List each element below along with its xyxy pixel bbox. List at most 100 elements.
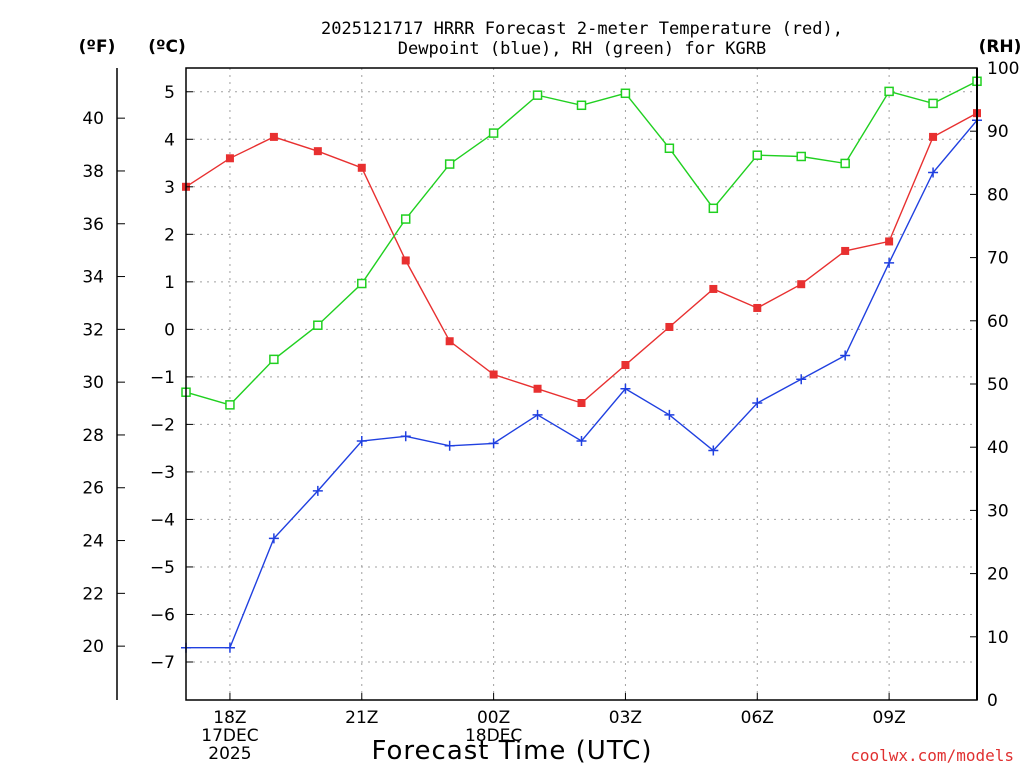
temperature-point xyxy=(401,256,410,265)
temperature-point xyxy=(357,163,366,172)
plot-frame xyxy=(185,67,978,701)
rh-point xyxy=(444,159,455,169)
x-tick-label: 21Z xyxy=(345,708,378,728)
dewpoint-point xyxy=(488,438,499,449)
celsius-tick-label: −2 xyxy=(150,415,175,435)
chart-title: 2025121717 HRRR Forecast 2-meter Tempera… xyxy=(321,19,843,39)
rh-tick-label: 80 xyxy=(987,185,1009,205)
temperature-point xyxy=(269,132,278,141)
rh-unit-label: (RH) xyxy=(979,37,1022,57)
dewpoint-point xyxy=(752,398,763,409)
x-tick-label: 18DEC xyxy=(465,726,522,746)
temperature-point xyxy=(841,246,850,255)
dewpoint-point xyxy=(312,485,323,496)
rh-point xyxy=(576,100,587,111)
celsius-tick-label: −3 xyxy=(150,463,175,483)
fahrenheit-tick-label: 36 xyxy=(82,215,104,235)
rh-tick-label: 40 xyxy=(987,438,1009,458)
fahrenheit-tick-label: 40 xyxy=(82,109,104,129)
celsius-tick-label: −5 xyxy=(150,558,175,578)
rh-tick-label: 100 xyxy=(987,59,1019,79)
rh-point xyxy=(752,150,763,160)
axes-layer: 2022242628303234363840−7−6−5−4−3−2−10123… xyxy=(82,59,1019,764)
x-tick-label: 03Z xyxy=(609,708,642,728)
dewpoint-point xyxy=(444,440,455,451)
x-tick-label: 00Z xyxy=(477,708,510,728)
dewpoint-series-line xyxy=(186,119,978,649)
dewpoint-point xyxy=(928,167,939,178)
series-layer xyxy=(181,76,982,653)
rh-point xyxy=(664,143,675,154)
temperature-point xyxy=(797,280,806,289)
temperature-point xyxy=(753,303,762,312)
temperature-series-line xyxy=(185,112,978,404)
celsius-tick-label: −6 xyxy=(150,605,175,625)
dewpoint-point xyxy=(664,409,675,420)
fahrenheit-tick-label: 34 xyxy=(82,268,104,288)
dewpoint-point xyxy=(620,383,631,394)
celsius-tick-label: 3 xyxy=(164,178,175,198)
dewpoint-point xyxy=(576,436,587,447)
temperature-point xyxy=(929,132,938,141)
rh-tick-label: 90 xyxy=(987,122,1009,142)
rh-point xyxy=(357,278,367,289)
x-tick-label: 18Z xyxy=(213,708,246,728)
temperature-point xyxy=(665,322,674,331)
rh-tick-label: 50 xyxy=(987,375,1009,395)
temperature-point xyxy=(445,337,454,346)
rh-tick-label: 0 xyxy=(987,691,998,711)
rh-point xyxy=(620,88,631,99)
fahrenheit-tick-label: 28 xyxy=(82,426,104,446)
temperature-point xyxy=(489,370,498,379)
temperature-point xyxy=(709,284,718,293)
celsius-tick-label: 0 xyxy=(164,320,175,340)
rh-point xyxy=(928,98,938,109)
celsius-tick-label: −4 xyxy=(150,510,175,530)
celsius-tick-label: 1 xyxy=(164,273,175,293)
chart-subtitle: Dewpoint (blue), RH (green) for KGRB xyxy=(398,39,766,59)
dewpoint-point xyxy=(224,642,235,653)
x-tick-label: 09Z xyxy=(872,708,905,728)
dewpoint-point xyxy=(356,436,367,447)
rh-series-line xyxy=(185,80,978,406)
rh-point xyxy=(488,128,499,138)
dewpoint-point xyxy=(796,374,807,385)
celsius-tick-label: −1 xyxy=(150,368,175,388)
dewpoint-point xyxy=(708,445,719,456)
fahrenheit-unit-label: (ºF) xyxy=(79,37,116,57)
temperature-point xyxy=(533,384,542,393)
rh-tick-label: 60 xyxy=(987,312,1009,332)
x-tick-label: 2025 xyxy=(208,744,251,764)
rh-point xyxy=(225,400,235,410)
rh-point xyxy=(796,151,806,162)
fahrenheit-tick-label: 22 xyxy=(82,584,104,604)
rh-point xyxy=(532,90,543,100)
temperature-point xyxy=(621,360,630,369)
rh-tick-label: 30 xyxy=(987,501,1009,521)
rh-point xyxy=(400,214,411,224)
celsius-tick-label: 5 xyxy=(164,83,175,103)
credit-label: coolwx.com/models xyxy=(850,746,1014,765)
dewpoint-point xyxy=(884,257,895,268)
dewpoint-point xyxy=(532,409,543,420)
dewpoint-point xyxy=(268,533,279,544)
temperature-point xyxy=(885,237,894,246)
celsius-tick-label: 4 xyxy=(164,130,175,150)
temperature-point xyxy=(313,147,322,156)
rh-tick-label: 70 xyxy=(987,249,1009,269)
x-tick-label: 17DEC xyxy=(201,726,258,746)
fahrenheit-tick-label: 26 xyxy=(82,479,104,499)
rh-point xyxy=(884,86,894,97)
x-tick-label: 06Z xyxy=(741,708,774,728)
celsius-tick-label: −7 xyxy=(150,653,175,673)
rh-point xyxy=(840,158,850,169)
rh-tick-label: 10 xyxy=(987,628,1009,648)
rh-tick-label: 20 xyxy=(987,565,1009,585)
fahrenheit-tick-label: 32 xyxy=(82,320,104,340)
rh-point xyxy=(313,320,323,330)
temperature-point xyxy=(577,399,586,408)
x-axis-title: Forecast Time (UTC) xyxy=(371,736,652,766)
celsius-unit-label: (ºC) xyxy=(148,37,186,57)
rh-point xyxy=(269,354,279,365)
